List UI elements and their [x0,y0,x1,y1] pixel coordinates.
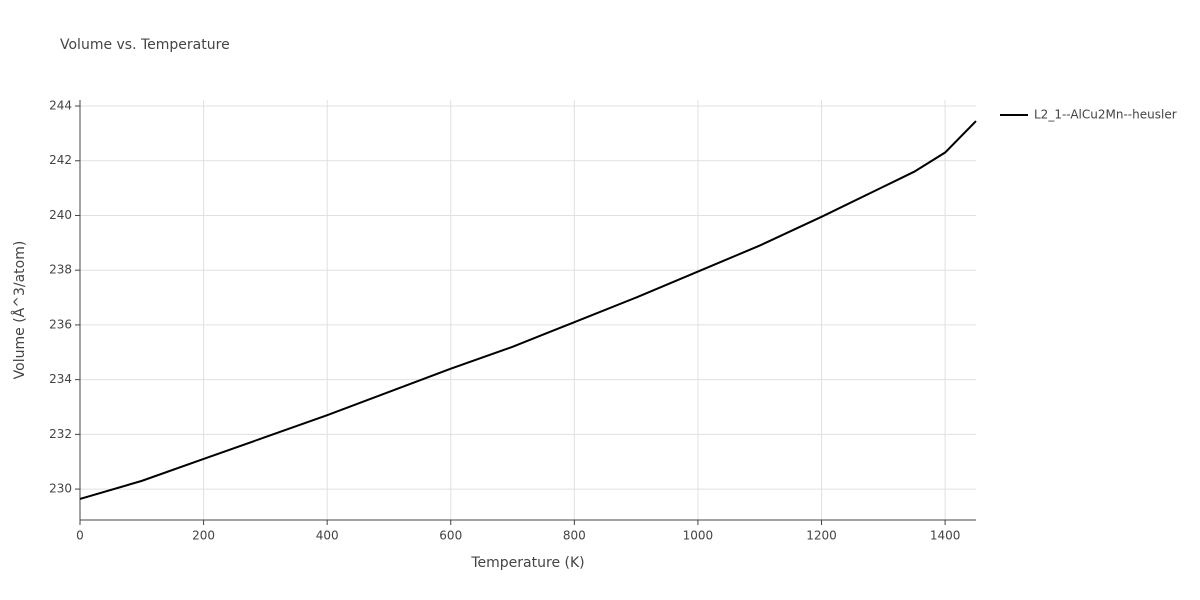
chart-title: Volume vs. Temperature [60,37,230,53]
y-tick-label: 242 [49,153,72,167]
x-tick-label: 200 [192,529,215,543]
x-tick-label: 400 [316,529,339,543]
y-axis-label: Volume (Å^3/atom) [11,241,28,380]
y-tick-label: 236 [49,317,72,331]
x-tick-label: 1200 [806,529,837,543]
y-tick-label: 230 [49,482,72,496]
legend-label: L2_1--AlCu2Mn--heusler [1034,108,1177,122]
x-tick-label: 600 [439,529,462,543]
data-line [79,120,977,500]
x-tick-label: 1400 [930,529,961,543]
y-tick-label: 232 [49,427,72,441]
x-tick-label: 1000 [683,529,714,543]
y-tick-label: 240 [49,208,72,222]
x-tick-label: 800 [563,529,586,543]
y-tick-label: 244 [49,99,72,113]
x-axis-label: Temperature (K) [470,555,584,571]
y-tick-label: 238 [49,263,72,277]
x-tick-label: 0 [76,529,84,543]
y-tick-label: 234 [49,372,72,386]
